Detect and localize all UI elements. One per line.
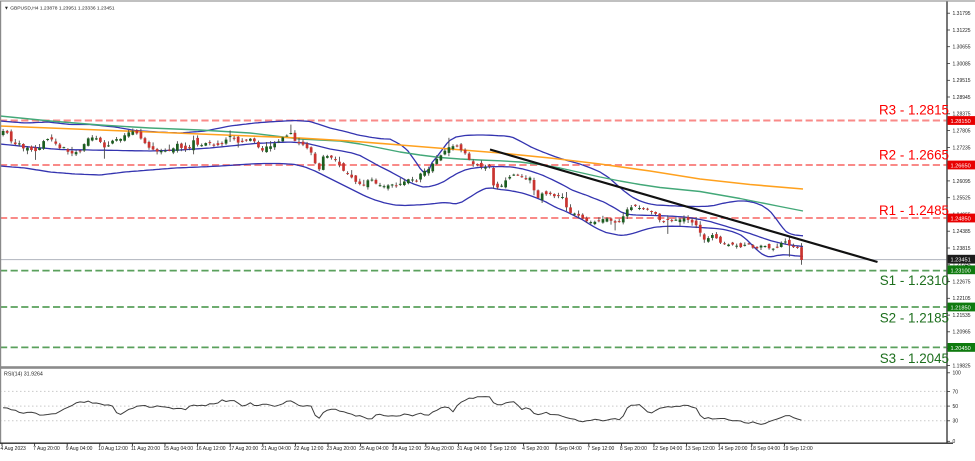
svg-text:1.24850: 1.24850	[951, 217, 971, 223]
svg-text:1.23451: 1.23451	[951, 258, 971, 264]
svg-text:16 Aug 12:00: 16 Aug 12:00	[196, 446, 226, 452]
svg-text:7 Sep 12:00: 7 Sep 12:00	[587, 446, 614, 452]
svg-text:1.28150: 1.28150	[951, 119, 971, 125]
svg-text:RSI(14) 31.9264: RSI(14) 31.9264	[4, 372, 43, 378]
svg-text:28 Aug 12:00: 28 Aug 12:00	[392, 446, 422, 452]
svg-text:1.31795: 1.31795	[953, 11, 971, 17]
svg-text:1.26650: 1.26650	[951, 164, 971, 170]
svg-text:1.25525: 1.25525	[953, 196, 971, 202]
svg-text:1.23100: 1.23100	[951, 268, 971, 274]
svg-text:25 Aug 04:00: 25 Aug 04:00	[359, 446, 389, 452]
svg-text:S2 - 1.2185: S2 - 1.2185	[880, 311, 949, 326]
svg-text:1.21850: 1.21850	[951, 306, 971, 312]
svg-text:4 Sep 20:00: 4 Sep 20:00	[522, 446, 549, 452]
svg-text:1.23815: 1.23815	[953, 246, 971, 252]
svg-text:1.24385: 1.24385	[953, 229, 971, 235]
svg-text:50: 50	[953, 404, 959, 410]
svg-text:13 Sep 12:00: 13 Sep 12:00	[685, 446, 715, 452]
svg-text:1.29515: 1.29515	[953, 78, 971, 84]
svg-text:22 Aug 12:00: 22 Aug 12:00	[294, 446, 324, 452]
svg-text:1.19825: 1.19825	[953, 363, 971, 369]
svg-text:S1 - 1.2310: S1 - 1.2310	[880, 273, 949, 288]
svg-text:1.20965: 1.20965	[953, 330, 971, 336]
svg-text:R1 - 1.2485: R1 - 1.2485	[879, 203, 949, 218]
svg-text:12 Sep 04:00: 12 Sep 04:00	[653, 446, 683, 452]
svg-text:100: 100	[953, 371, 962, 377]
svg-text:14 Sep 20:00: 14 Sep 20:00	[718, 446, 748, 452]
svg-text:10 Aug 12:00: 10 Aug 12:00	[98, 446, 128, 452]
svg-text:1.20450: 1.20450	[951, 346, 971, 352]
svg-text:R2 - 1.2665: R2 - 1.2665	[879, 148, 949, 163]
svg-text:0: 0	[953, 439, 956, 445]
svg-text:18 Sep 04:00: 18 Sep 04:00	[750, 446, 780, 452]
svg-text:1 Sep 12:00: 1 Sep 12:00	[490, 446, 517, 452]
svg-text:29 Aug 20:00: 29 Aug 20:00	[424, 446, 454, 452]
svg-text:1.21535: 1.21535	[953, 313, 971, 319]
svg-text:15 Aug 04:00: 15 Aug 04:00	[164, 446, 194, 452]
svg-text:9 Aug 04:00: 9 Aug 04:00	[66, 446, 93, 452]
svg-text:6 Sep 04:00: 6 Sep 04:00	[555, 446, 582, 452]
svg-text:11 Aug 20:00: 11 Aug 20:00	[131, 446, 160, 452]
svg-text:1.22675: 1.22675	[953, 279, 971, 285]
svg-text:70: 70	[953, 389, 959, 395]
svg-text:7 Aug 20:00: 7 Aug 20:00	[33, 446, 60, 452]
svg-text:21 Aug 04:00: 21 Aug 04:00	[261, 446, 291, 452]
svg-text:19 Sep 12:00: 19 Sep 12:00	[783, 446, 813, 452]
svg-text:1.27235: 1.27235	[953, 145, 971, 151]
svg-text:1.27805: 1.27805	[953, 129, 971, 135]
svg-text:1.28945: 1.28945	[953, 95, 971, 101]
svg-text:23 Aug 20:00: 23 Aug 20:00	[327, 446, 357, 452]
svg-text:R3 - 1.2815: R3 - 1.2815	[879, 103, 949, 118]
svg-text:4 Aug 2023: 4 Aug 2023	[1, 446, 27, 452]
svg-text:8 Sep 20:00: 8 Sep 20:00	[620, 446, 647, 452]
svg-text:31 Aug 04:00: 31 Aug 04:00	[457, 446, 487, 452]
svg-text:▼ GBPUSD,H4 1.23878 1.23951 1: ▼ GBPUSD,H4 1.23878 1.23951 1.23336 1.23…	[4, 6, 115, 12]
svg-text:17 Aug 20:00: 17 Aug 20:00	[229, 446, 259, 452]
svg-text:1.26095: 1.26095	[953, 179, 971, 185]
svg-text:1.22105: 1.22105	[953, 296, 971, 302]
svg-text:1.30655: 1.30655	[953, 45, 971, 51]
svg-text:S3 - 1.2045: S3 - 1.2045	[880, 351, 949, 366]
svg-text:1.30085: 1.30085	[953, 61, 971, 67]
svg-text:30: 30	[953, 419, 959, 425]
svg-text:1.31225: 1.31225	[953, 28, 971, 34]
